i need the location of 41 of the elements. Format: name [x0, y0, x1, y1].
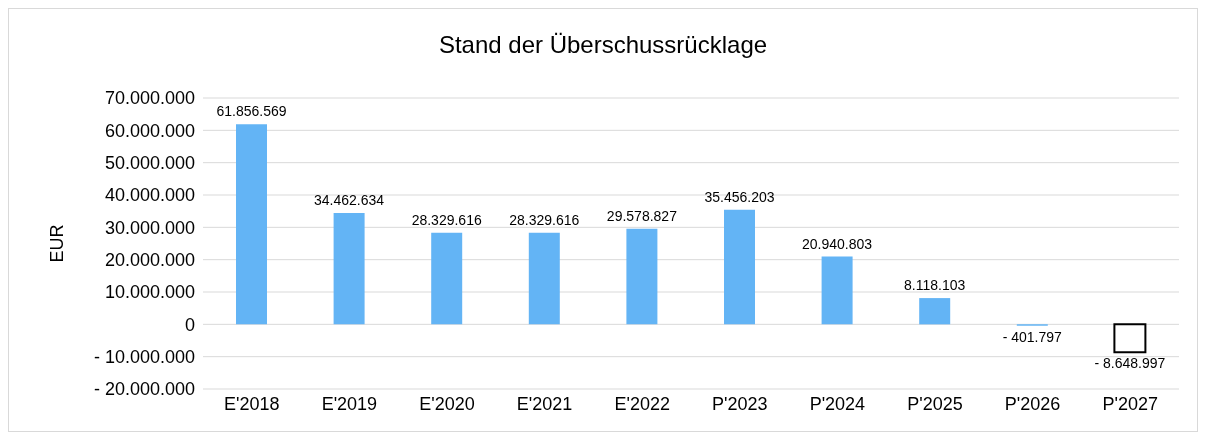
y-tick-label: - 20.000.000 [93, 379, 195, 400]
x-tick-label: P'2024 [809, 393, 866, 414]
x-tick-label: P'2025 [907, 393, 963, 414]
bar [236, 124, 267, 325]
y-tick-label: 30.000.000 [104, 217, 195, 238]
x-tick-label: E'2022 [614, 393, 670, 414]
bar [431, 232, 463, 325]
x-tick-label: P'2023 [712, 393, 768, 414]
bar [333, 212, 365, 325]
data-label: 28.329.616 [411, 211, 482, 228]
bar [724, 209, 755, 325]
data-label: 34.462.634 [314, 191, 385, 208]
y-tick-label: 10.000.000 [104, 282, 195, 303]
chart-title: Stand der Überschussrücklage [437, 31, 769, 59]
bar [919, 298, 951, 325]
data-label: - 8.648.997 [1094, 355, 1166, 372]
bar [821, 256, 853, 325]
data-label: 35.456.203 [704, 188, 775, 205]
data-label: 61.856.569 [216, 103, 287, 120]
x-tick-label: P'2026 [1004, 393, 1061, 414]
data-label: - 401.797 [1002, 328, 1063, 345]
y-tick-label: 50.000.000 [104, 153, 195, 174]
y-tick-label: 70.000.000 [104, 88, 195, 109]
data-label: 29.578.827 [606, 207, 678, 224]
y-axis-title: EUR [47, 224, 68, 263]
bar [528, 232, 560, 325]
y-tick-label: 0 [184, 314, 195, 335]
bar [626, 228, 658, 325]
x-tick-label: E'2018 [224, 393, 280, 414]
x-tick-label: E'2019 [321, 393, 378, 414]
data-label: 20.940.803 [802, 235, 873, 252]
data-label: 8.118.103 [904, 277, 966, 294]
y-tick-label: - 10.000.000 [93, 347, 195, 368]
y-tick-label: 40.000.000 [104, 185, 195, 206]
y-tick-label: 20.000.000 [104, 250, 195, 271]
data-label: 28.329.616 [509, 211, 580, 228]
bar [1113, 323, 1147, 354]
x-tick-label: E'2020 [419, 393, 475, 414]
y-tick-label: 60.000.000 [104, 120, 195, 141]
x-tick-label: E'2021 [516, 393, 573, 414]
x-tick-label: P'2027 [1102, 393, 1158, 414]
